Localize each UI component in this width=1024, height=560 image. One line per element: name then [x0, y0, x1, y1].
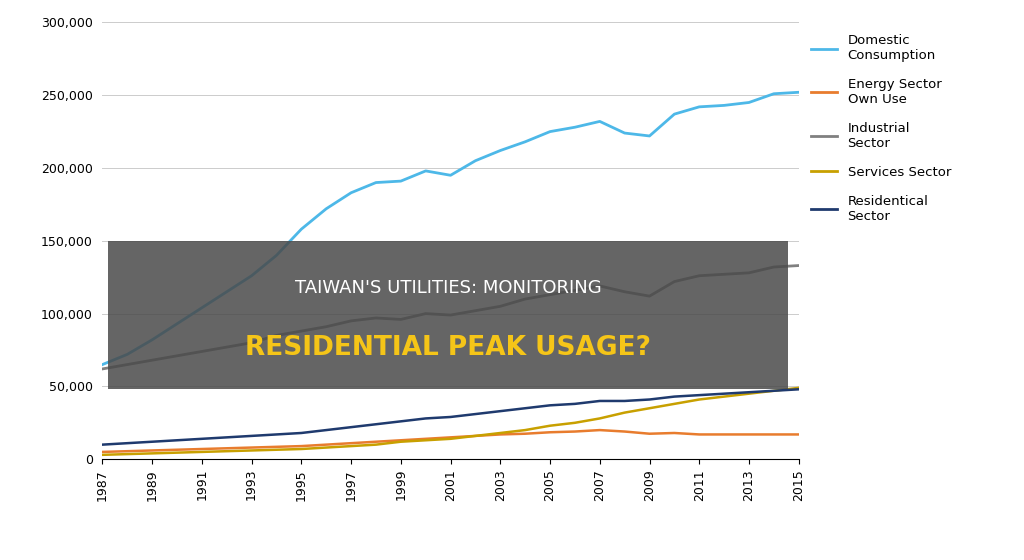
- Text: RESIDENTIAL PEAK USAGE?: RESIDENTIAL PEAK USAGE?: [245, 335, 651, 361]
- Text: TAIWAN'S UTILITIES: MONITORING: TAIWAN'S UTILITIES: MONITORING: [295, 279, 601, 297]
- Legend: Domestic
Consumption, Energy Sector
Own Use, Industrial
Sector, Services Sector,: Domestic Consumption, Energy Sector Own …: [805, 29, 956, 228]
